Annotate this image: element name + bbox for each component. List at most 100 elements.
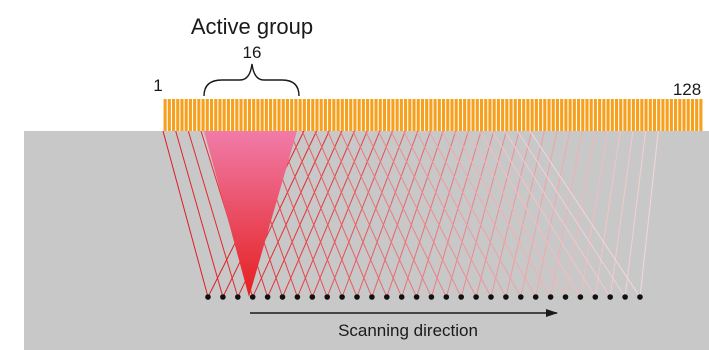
active-group-brace: [203, 63, 300, 97]
scan-direction-label: Scanning direction: [338, 321, 478, 340]
probe-element: [589, 99, 593, 131]
beam-line: [609, 130, 634, 298]
probe-element: [387, 99, 391, 131]
probe-element: [285, 99, 290, 131]
probe-element: [243, 99, 247, 131]
focal-point: [205, 294, 211, 300]
beam-line: [504, 130, 611, 298]
probe-element: [572, 99, 576, 131]
focal-point: [562, 294, 569, 300]
probe-element: [370, 99, 374, 131]
probe-element: [353, 99, 357, 131]
probe-element: [484, 99, 488, 131]
probe-element: [247, 99, 252, 131]
probe-element: [581, 99, 585, 131]
probe-element: [378, 99, 382, 131]
probe-element: [669, 99, 673, 131]
probe-element: [479, 99, 484, 131]
beam-line: [252, 130, 330, 298]
probe-element: [614, 99, 619, 131]
probe-element: [576, 99, 581, 131]
probe-element: [450, 99, 454, 131]
focal-point: [518, 294, 524, 300]
probe-element: [585, 99, 589, 131]
probe-element: [568, 99, 572, 131]
active-group-label: Active group: [191, 14, 313, 39]
probe-element: [404, 99, 408, 131]
probe-element: [290, 99, 294, 131]
probe-element: [602, 99, 606, 131]
probe-element: [382, 99, 387, 131]
focal-point: [443, 294, 450, 300]
focal-point: [369, 294, 375, 300]
probe-element: [543, 99, 547, 131]
beam-line: [327, 130, 403, 298]
beam-line: [365, 130, 447, 298]
beam-line: [491, 130, 596, 298]
focal-point: [547, 294, 554, 300]
beam-line: [466, 130, 566, 298]
probe-element: [344, 99, 349, 131]
probe-element: [446, 99, 450, 131]
probe-element: [501, 99, 505, 131]
beam-line: [550, 130, 583, 298]
probe-element: [644, 99, 648, 131]
probe-element: [214, 99, 218, 131]
probe-element: [260, 99, 264, 131]
probe-element: [256, 99, 260, 131]
probe-element: [319, 99, 323, 131]
focal-point: [384, 294, 390, 300]
probe-element-array: [163, 99, 703, 131]
probe-element: [201, 99, 205, 131]
probe-element: [425, 99, 429, 131]
probe-element: [555, 99, 560, 131]
beam-line: [529, 130, 641, 298]
active-group-beam: [204, 131, 297, 297]
focal-point: [622, 294, 628, 300]
beam-line: [371, 130, 431, 298]
probe-element: [395, 99, 399, 131]
probe-element: [332, 99, 336, 131]
beam-line: [187, 130, 239, 298]
probe-element: [218, 99, 222, 131]
probe-element: [311, 99, 315, 131]
beam-line: [624, 130, 647, 298]
probe-element: [522, 99, 526, 131]
focal-point: [637, 294, 643, 300]
probe-element: [627, 99, 631, 131]
probe-element: [323, 99, 327, 131]
focal-point: [220, 294, 226, 300]
probe-element: [264, 99, 268, 131]
beam-line: [311, 130, 381, 298]
probe-element: [298, 99, 302, 131]
probe-element: [505, 99, 509, 131]
probe-element: [197, 99, 201, 131]
probe-element: [163, 99, 167, 131]
beam-line: [162, 130, 209, 298]
beam-line: [267, 130, 343, 298]
last-element-label: 128: [673, 80, 701, 99]
probe-element: [517, 99, 522, 131]
probe-element: [222, 99, 226, 131]
beam-line: [535, 130, 571, 298]
probe-element: [193, 99, 197, 131]
beam-line: [445, 130, 495, 298]
beam-line: [289, 130, 358, 298]
beam-line: [175, 130, 224, 298]
probe-element: [429, 99, 433, 131]
probe-element: [273, 99, 277, 131]
focal-point: [428, 294, 435, 300]
probe-element: [399, 99, 403, 131]
beam-line: [390, 130, 477, 298]
probe-element: [176, 99, 180, 131]
probe-element: [619, 99, 623, 131]
probe-element: [513, 99, 517, 131]
probe-element: [648, 99, 652, 131]
probe-element: [631, 99, 635, 131]
beam-line: [356, 130, 419, 298]
probe-element: [416, 99, 420, 131]
group-size-label: 16: [243, 43, 262, 62]
probe-element: [623, 99, 627, 131]
probe-element: [226, 99, 230, 131]
